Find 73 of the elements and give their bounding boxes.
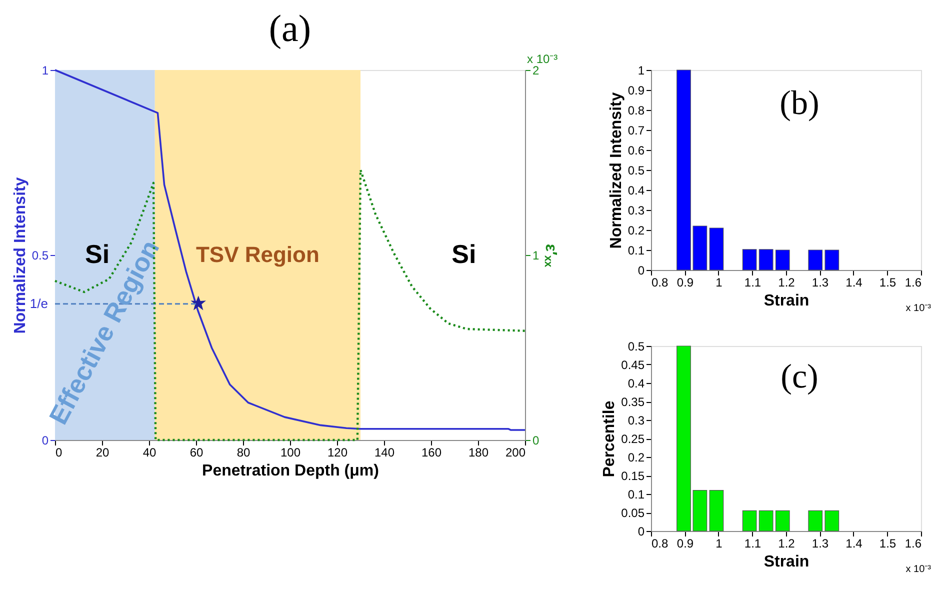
x-tick-label: 100 — [280, 446, 301, 460]
x-tick-label: 1.1 — [744, 276, 762, 290]
x-axis-title: Penetration Depth (μm) — [202, 462, 379, 480]
y-axis-title: Normalized Intensity — [608, 92, 625, 249]
y-tick-label: 0.3 — [628, 204, 645, 218]
annotation: Si — [452, 239, 476, 269]
y-tick-label: 0.1 — [628, 244, 645, 258]
x-tick-label: 180 — [468, 446, 489, 460]
x-tick-label: 1.4 — [846, 276, 863, 290]
x-tick-label: 80 — [236, 446, 250, 460]
y-tick-label: 0.6 — [628, 144, 645, 158]
y-tick-label: 0.2 — [628, 224, 645, 238]
y-tick-label: 0 — [42, 434, 49, 448]
y-tick-label: 0.1 — [628, 488, 645, 502]
y-tick-label: 0.05 — [621, 506, 645, 520]
y-tick-label: 0 — [638, 264, 645, 278]
y-tick-label: 0.15 — [621, 469, 645, 483]
x-tick-label: 1.6 — [904, 536, 922, 550]
y-axis-title: Normalized Intensity — [12, 177, 29, 334]
x-tick-label: 1 — [716, 536, 723, 550]
x-tick-label: 1 — [716, 276, 723, 290]
y-tick-label: 0.4 — [628, 376, 645, 390]
text: x 10⁻³ — [527, 52, 558, 66]
y2-tick-label: 2 — [532, 64, 540, 78]
x-tick-label: 120 — [327, 446, 348, 460]
y-tick-label: 0.35 — [621, 395, 645, 409]
y-tick-label: 0.45 — [621, 358, 645, 372]
chart-title: (b) — [780, 85, 820, 122]
x-tick-label: 1.5 — [879, 536, 896, 550]
y-tick-label: 0.4 — [628, 184, 645, 198]
x-tick-label: 1.3 — [812, 536, 829, 550]
band-label: TSV Region — [196, 242, 320, 267]
x-tick-label: 0.8 — [652, 276, 669, 290]
y-tick-label: 0.9 — [628, 84, 645, 98]
y-tick-label: 0 — [638, 524, 645, 538]
y-tick-label: 1 — [638, 64, 645, 78]
x-axis-title: Strain — [764, 292, 810, 310]
x-tick-label: 0.8 — [652, 536, 669, 550]
x-tick-label: 160 — [421, 446, 442, 460]
text: x 10⁻³ — [906, 303, 932, 314]
x-tick-label: 1.3 — [812, 276, 829, 290]
x-tick-label: 0.9 — [676, 276, 694, 290]
chart-title: (c) — [780, 358, 818, 396]
y-tick-label: 0.3 — [628, 414, 645, 428]
text: x 10⁻³ — [906, 564, 932, 575]
x-axis-title: Strain — [764, 554, 810, 570]
x-tick-label: 1.4 — [846, 536, 863, 550]
chart-title: (a) — [268, 8, 312, 50]
y2-tick-label: 0 — [532, 434, 540, 448]
y-tick-label: 0.5 — [628, 164, 645, 178]
x-tick-label: 60 — [190, 446, 204, 460]
x-tick-label: 1.5 — [879, 276, 896, 290]
y-tick-label: 0.25 — [621, 432, 645, 446]
x-tick-label: 20 — [96, 446, 110, 460]
x-tick-label: 0.9 — [676, 536, 694, 550]
x-tick-label: 200 — [505, 446, 526, 460]
ref-line-label: 1/e — [30, 296, 48, 311]
x-tick-label: 140 — [374, 446, 395, 460]
y-tick-label: 0.8 — [628, 104, 645, 118]
x-tick-label: 1.6 — [904, 276, 922, 290]
y2-tick-label: 1 — [532, 248, 540, 262]
y2-axis-title: ε′ₓₓ — [542, 244, 560, 268]
y-tick-label: 0.5 — [32, 248, 49, 262]
y-tick-label: 1 — [42, 64, 49, 78]
y-tick-label: 0.7 — [628, 124, 645, 138]
y-axis-title: Percentile — [601, 400, 618, 478]
x-tick-label: 40 — [142, 446, 156, 460]
y-tick-label: 0.5 — [628, 340, 645, 354]
x-tick-label: 1.2 — [778, 276, 796, 290]
x-tick-label: 0 — [56, 446, 62, 460]
x-tick-label: 1.2 — [778, 536, 796, 550]
x-tick-label: 1.1 — [744, 536, 762, 550]
y-tick-label: 0.2 — [628, 450, 645, 464]
